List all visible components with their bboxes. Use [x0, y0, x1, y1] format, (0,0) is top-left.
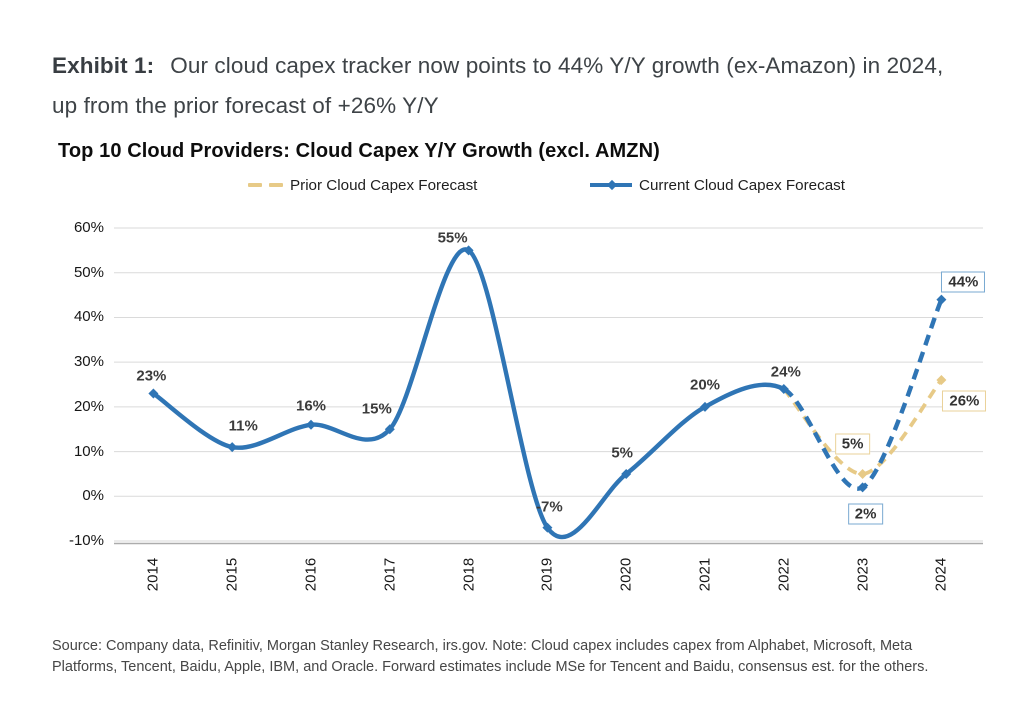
legend-item-current: Current Cloud Capex Forecast	[590, 175, 845, 195]
legend-label-current: Current Cloud Capex Forecast	[639, 176, 845, 194]
current-marker	[700, 401, 710, 412]
current-line-swatch	[590, 179, 632, 191]
prior-marker	[857, 468, 868, 479]
current-marker	[542, 522, 553, 533]
current-marker	[463, 245, 474, 256]
current-marker	[778, 383, 789, 394]
current-marker	[621, 468, 632, 479]
current-marker	[936, 294, 947, 305]
current-marker	[306, 419, 316, 430]
dash-segment	[269, 183, 283, 187]
chart-title: Top 10 Cloud Providers: Cloud Capex Y/Y …	[58, 140, 660, 162]
prior-forecast-line	[782, 378, 943, 476]
current-marker	[227, 442, 238, 453]
current-marker	[384, 424, 395, 435]
exhibit-title: Exhibit 1: Our cloud capex tracker now po…	[52, 46, 972, 126]
current-marker	[857, 482, 868, 493]
legend-label-prior: Prior Cloud Capex Forecast	[290, 176, 478, 194]
current-forecast-line-solid	[151, 247, 786, 539]
prior-marker	[936, 375, 947, 386]
source-note: Source: Company data, Refinitiv, Morgan …	[52, 638, 929, 676]
exhibit-label: Exhibit 1:	[52, 53, 155, 78]
dash-segment	[248, 183, 262, 187]
legend-item-prior: Prior Cloud Capex Forecast	[248, 175, 477, 195]
prior-dashed-line-swatch	[248, 183, 283, 187]
exhibit-text: Our cloud capex tracker now points to 44…	[52, 53, 944, 118]
current-marker	[148, 388, 159, 399]
current-forecast-line-dashed	[782, 298, 944, 491]
